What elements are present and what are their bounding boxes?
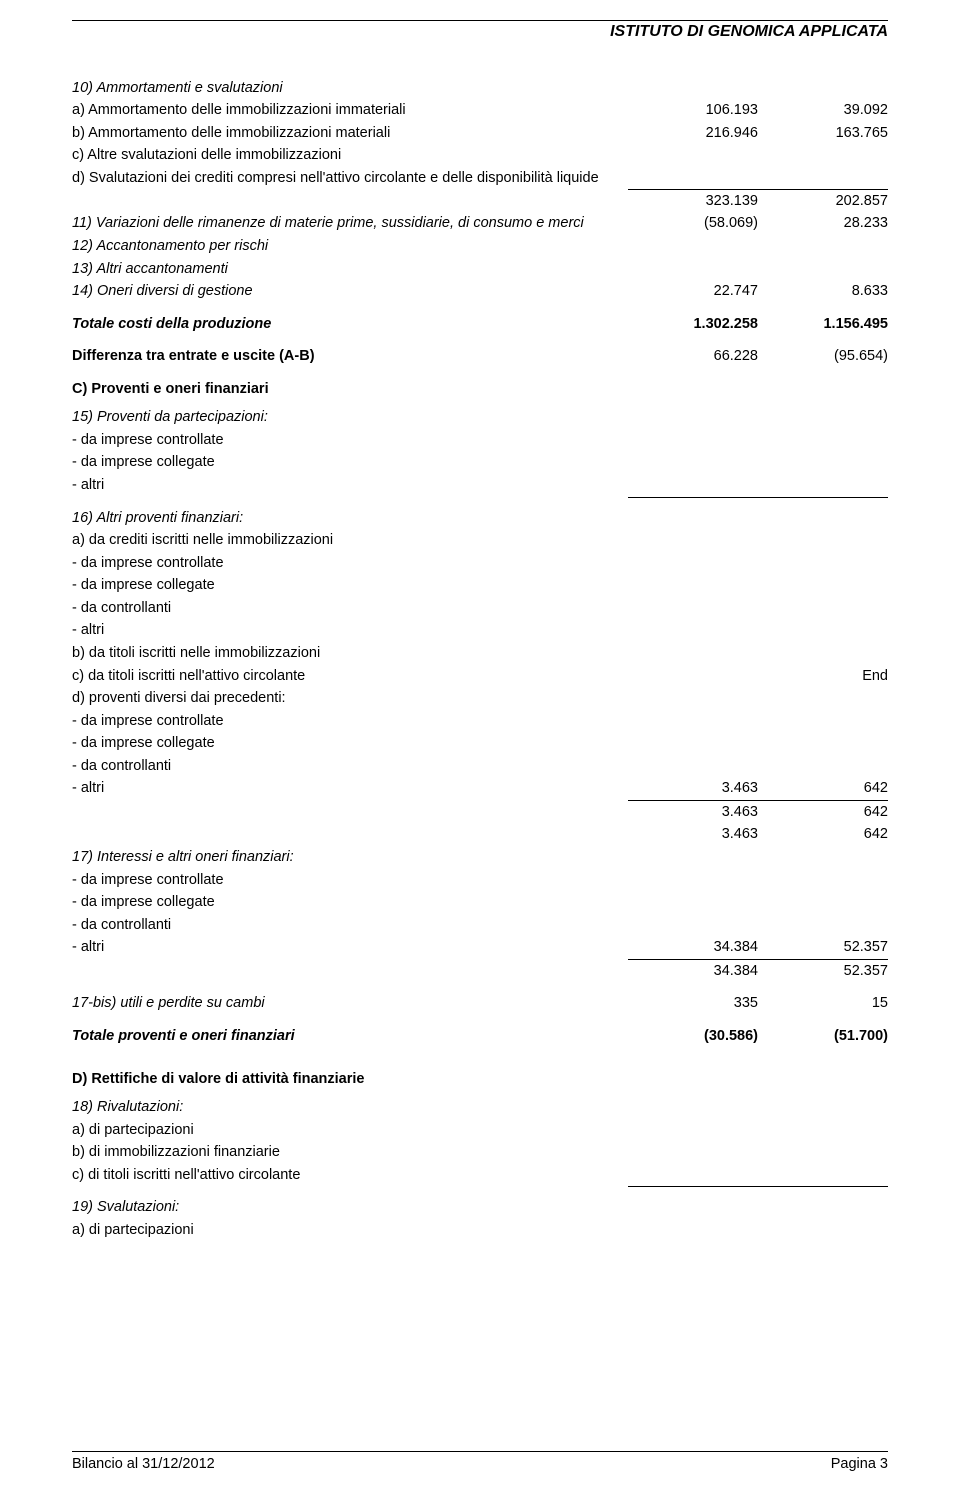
row-10-sub-v2: 202.857 (758, 190, 888, 213)
row-15-label: 15) Proventi da partecipazioni: (72, 407, 628, 430)
row-11-v2: 28.233 (758, 213, 888, 236)
row-10a-v1: 106.193 (628, 100, 758, 123)
row-10b-v1: 216.946 (628, 122, 758, 145)
row-diff-ab-v1: 66.228 (628, 346, 758, 369)
footer-left: Bilancio al 31/12/2012 (72, 1456, 215, 1472)
row-17bis-v2: 15 (758, 993, 888, 1016)
row-10a-v2: 39.092 (758, 100, 888, 123)
row-16a-l2: - da imprese collegate (72, 575, 628, 598)
row-16b-label: b) da titoli iscritti nelle immobilizzaz… (72, 642, 628, 665)
row-10-sub-v1: 323.139 (628, 190, 758, 213)
row-total-prod-v2: 1.156.495 (758, 313, 888, 336)
row-13-label: 13) Altri accantonamenti (72, 258, 628, 281)
row-diff-ab-label: Differenza tra entrate e uscite (A-B) (72, 346, 628, 369)
financial-table: 10) Ammortamenti e svalutazioni a) Ammor… (72, 77, 888, 1242)
row-12-label: 12) Accantonamento per rischi (72, 235, 628, 258)
row-18-label: 18) Rivalutazioni: (72, 1097, 628, 1120)
row-15-c: - altri (72, 475, 628, 498)
row-16-sub1-v1: 3.463 (628, 801, 758, 824)
row-18-c: c) di titoli iscritti nell'attivo circol… (72, 1164, 628, 1187)
row-10c-label: c) Altre svalutazioni delle immobilizzaz… (72, 145, 628, 168)
row-16a-label: a) da crediti iscritti nelle immobilizza… (72, 530, 628, 553)
header-rule (72, 20, 888, 21)
row-18-a: a) di partecipazioni (72, 1119, 628, 1142)
row-D-title: D) Rettifiche di valore di attività fina… (72, 1068, 628, 1091)
row-19-a: a) di partecipazioni (72, 1219, 628, 1242)
page: ISTITUTO DI GENOMICA APPLICATA 10) Ammor… (0, 0, 960, 1498)
row-17bis-label: 17-bis) utili e perdite su cambi (72, 993, 628, 1016)
row-14-v1: 22.747 (628, 281, 758, 304)
row-16d-l1: - da imprese controllate (72, 710, 628, 733)
row-17-l1: - da imprese controllate (72, 869, 628, 892)
row-17-l4: - altri (72, 937, 628, 960)
row-10d-label: d) Svalutazioni dei crediti compresi nel… (72, 167, 628, 190)
row-17-l4-v2: 52.357 (758, 937, 888, 960)
row-16d-l4-v2: 642 (758, 778, 888, 801)
row-C-total-v1: (30.586) (628, 1025, 758, 1048)
row-C-total-label: Totale proventi e oneri finanziari (72, 1025, 628, 1048)
row-17bis-v1: 335 (628, 993, 758, 1016)
row-17-sub-v1: 34.384 (628, 960, 758, 983)
row-17-l3: - da controllanti (72, 914, 628, 937)
row-17-sub-v2: 52.357 (758, 960, 888, 983)
footer: Bilancio al 31/12/2012 Pagina 3 (72, 1451, 888, 1472)
row-18-b: b) di immobilizzazioni finanziarie (72, 1142, 628, 1165)
footer-rule (72, 1451, 888, 1452)
row-16a-l4: - altri (72, 620, 628, 643)
row-16d-l2: - da imprese collegate (72, 733, 628, 756)
row-17-l4-v1: 34.384 (628, 937, 758, 960)
row-16d-l4: - altri (72, 778, 628, 801)
footer-right: Pagina 3 (831, 1456, 888, 1472)
row-16d-label: d) proventi diversi dai precedenti: (72, 688, 628, 711)
row-diff-ab-v2: (95.654) (758, 346, 888, 369)
row-16-sub1-v2: 642 (758, 801, 888, 824)
row-17-label: 17) Interessi e altri oneri finanziari: (72, 847, 628, 870)
row-15-a: - da imprese controllate (72, 429, 628, 452)
row-16c-label: c) da titoli iscritti nell'attivo circol… (72, 665, 628, 688)
row-14-label: 14) Oneri diversi di gestione (72, 281, 628, 304)
row-10b-v2: 163.765 (758, 122, 888, 145)
row-C-title: C) Proventi e oneri finanziari (72, 378, 628, 401)
row-total-prod-label: Totale costi della produzione (72, 313, 628, 336)
row-17-l2: - da imprese collegate (72, 892, 628, 915)
row-10a-label: a) Ammortamento delle immobilizzazioni i… (72, 100, 628, 123)
header-title: ISTITUTO DI GENOMICA APPLICATA (72, 23, 888, 41)
row-16d-l4-v1: 3.463 (628, 778, 758, 801)
row-total-prod-v1: 1.302.258 (628, 313, 758, 336)
row-19-label: 19) Svalutazioni: (72, 1197, 628, 1220)
row-16-sub2-v2: 642 (758, 824, 888, 847)
row-16-label: 16) Altri proventi finanziari: (72, 507, 628, 530)
row-14-v2: 8.633 (758, 281, 888, 304)
row-16a-l3: - da controllanti (72, 597, 628, 620)
row-11-label: 11) Variazioni delle rimanenze di materi… (72, 213, 628, 236)
row-16-sub2-v1: 3.463 (628, 824, 758, 847)
row-11-v1: (58.069) (628, 213, 758, 236)
row-16a-l1: - da imprese controllate (72, 552, 628, 575)
row-10-title: 10) Ammortamenti e svalutazioni (72, 77, 628, 100)
row-15-b: - da imprese collegate (72, 452, 628, 475)
row-16c-v2: End (758, 665, 888, 688)
row-C-total-v2: (51.700) (758, 1025, 888, 1048)
row-10b-label: b) Ammortamento delle immobilizzazioni m… (72, 122, 628, 145)
row-16d-l3: - da controllanti (72, 755, 628, 778)
